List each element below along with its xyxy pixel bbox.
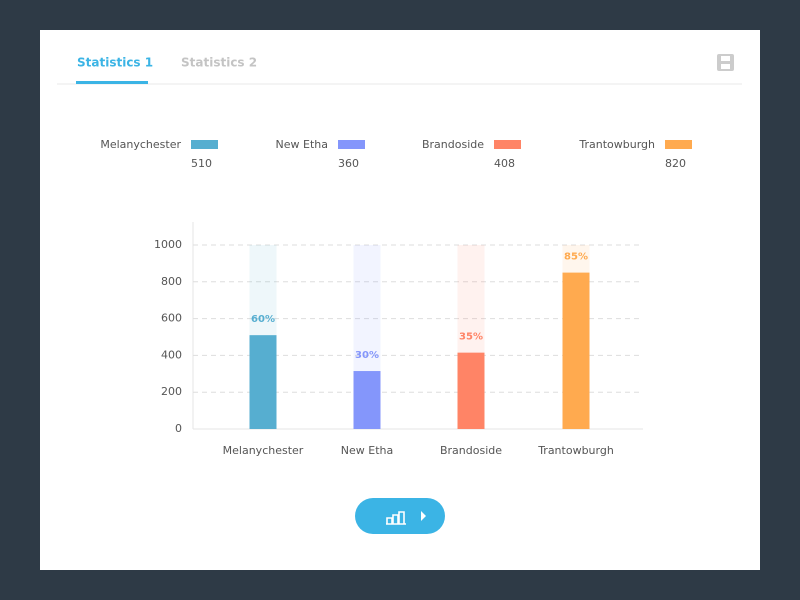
y-tick-label: 600 <box>161 312 182 325</box>
bar-value-label: 85% <box>564 252 588 263</box>
legend-swatch <box>665 140 692 149</box>
legend-value: 820 <box>665 157 686 170</box>
legend-swatch <box>191 140 218 149</box>
legend-value: 408 <box>494 157 515 170</box>
x-tick-label: Trantowburgh <box>537 444 614 457</box>
tab[interactable]: Statistics 2 <box>181 56 257 70</box>
y-tick-label: 800 <box>161 275 182 288</box>
tab-active[interactable]: Statistics 1 <box>77 56 153 70</box>
save-icon[interactable] <box>717 54 734 71</box>
legend-value: 360 <box>338 157 359 170</box>
bar-value-label: 35% <box>459 332 483 343</box>
card <box>40 30 760 570</box>
bar-value-label: 30% <box>355 350 379 361</box>
cta-button[interactable] <box>355 498 445 534</box>
legend-label: Brandoside <box>422 138 484 151</box>
legend-label: Trantowburgh <box>578 138 655 151</box>
y-tick-label: 200 <box>161 385 182 398</box>
x-tick-label: Brandoside <box>440 444 502 457</box>
bar <box>562 272 590 429</box>
legend-swatch <box>494 140 521 149</box>
y-tick-label: 0 <box>175 422 182 435</box>
legend-value: 510 <box>191 157 212 170</box>
y-tick-label: 400 <box>161 348 182 361</box>
x-tick-label: Melanychester <box>223 444 304 457</box>
legend-label: Melanychester <box>100 138 181 151</box>
y-tick-label: 1000 <box>154 238 182 251</box>
bar <box>457 352 485 429</box>
bar-value-label: 60% <box>251 314 275 325</box>
tab-underline <box>76 81 148 84</box>
legend-label: New Etha <box>276 138 328 151</box>
x-tick-label: New Etha <box>341 444 393 457</box>
bar <box>353 371 381 429</box>
bar <box>249 335 277 429</box>
legend-swatch <box>338 140 365 149</box>
